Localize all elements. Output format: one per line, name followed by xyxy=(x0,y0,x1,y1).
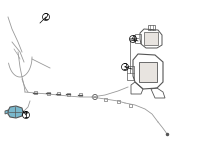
Polygon shape xyxy=(5,110,8,114)
Bar xyxy=(135,34,141,43)
Text: 3: 3 xyxy=(123,62,127,71)
Bar xyxy=(144,32,158,45)
Bar xyxy=(104,97,106,101)
Bar xyxy=(57,92,60,95)
Bar xyxy=(66,93,70,96)
Bar xyxy=(78,93,82,96)
Text: 1: 1 xyxy=(24,111,28,120)
Text: 2: 2 xyxy=(44,12,48,21)
Bar xyxy=(116,100,120,102)
Bar xyxy=(128,103,132,106)
Bar xyxy=(148,25,155,30)
Bar xyxy=(127,66,134,80)
Bar xyxy=(139,62,157,82)
Text: 4: 4 xyxy=(131,35,135,44)
Bar xyxy=(34,91,36,94)
Bar xyxy=(46,92,50,95)
Polygon shape xyxy=(8,106,23,118)
